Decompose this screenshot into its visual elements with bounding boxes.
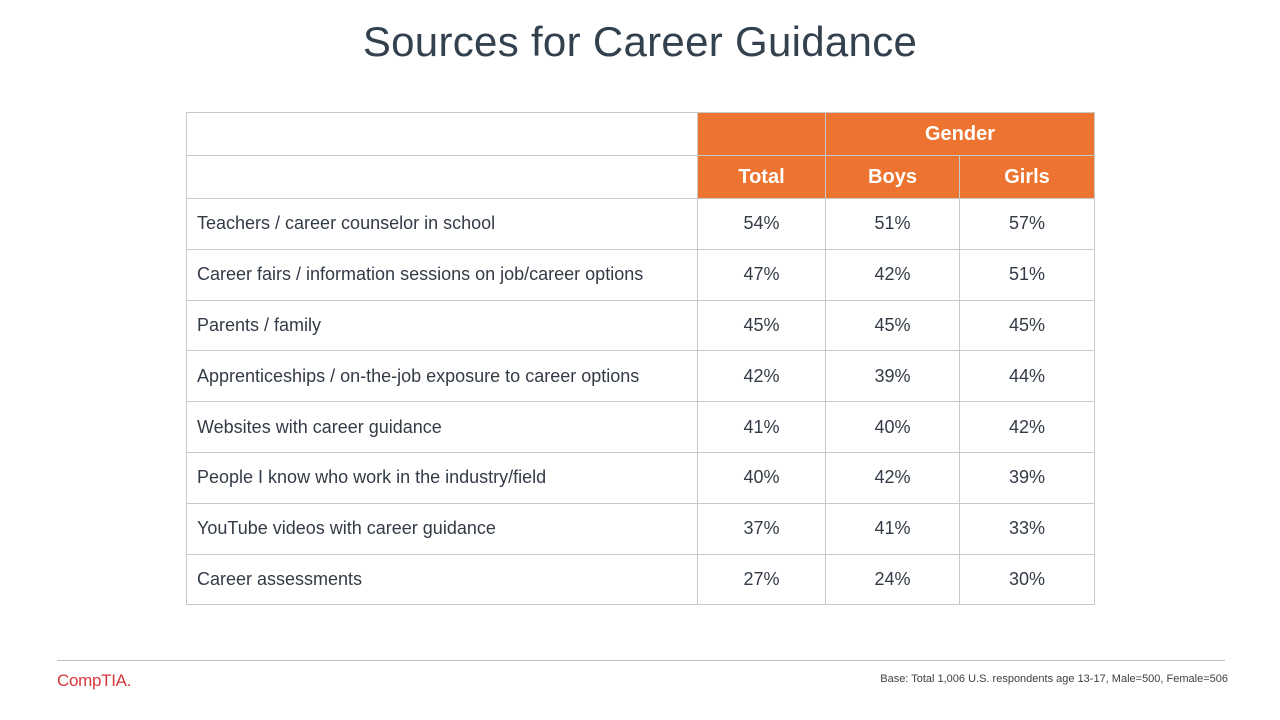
value-girls: 57% xyxy=(959,198,1095,250)
value-total: 54% xyxy=(697,198,826,250)
value-girls: 42% xyxy=(959,401,1095,453)
footer-divider xyxy=(57,660,1225,661)
value-boys: 40% xyxy=(825,401,960,453)
gender-group-header: Gender xyxy=(825,112,1095,156)
value-boys: 41% xyxy=(825,502,960,555)
value-girls: 44% xyxy=(959,350,1095,403)
table-body: Teachers / career counselor in school 54%… xyxy=(186,198,1095,606)
row-label: People I know who work in the industry/f… xyxy=(186,451,698,504)
value-girls: 30% xyxy=(959,553,1095,606)
career-guidance-table: Gender Total Boys Girls Teachers / caree… xyxy=(186,112,1095,606)
value-girls: 33% xyxy=(959,502,1095,555)
comptia-logo: CompTIA. xyxy=(57,671,132,690)
row-label: Apprenticeships / on-the-job exposure to… xyxy=(186,350,698,403)
value-boys: 24% xyxy=(825,553,960,606)
row-label: Websites with career guidance xyxy=(186,401,698,453)
value-total: 40% xyxy=(697,451,826,504)
row-label: Career fairs / information sessions on j… xyxy=(186,248,698,301)
value-boys: 42% xyxy=(825,451,960,504)
page-title: Sources for Career Guidance xyxy=(362,18,918,65)
table-row: Career fairs / information sessions on j… xyxy=(186,248,1095,301)
header-blank-orange-cell xyxy=(697,112,826,156)
value-boys: 42% xyxy=(825,248,960,301)
column-header-girls: Girls xyxy=(959,155,1095,199)
base-note: Base: Total 1,006 U.S. respondents age 1… xyxy=(880,673,1228,685)
column-header-boys: Boys xyxy=(825,155,960,199)
header-row-group: Gender xyxy=(186,112,1095,156)
row-label: Career assessments xyxy=(186,553,698,606)
header-row-columns: Total Boys Girls xyxy=(186,155,1095,199)
header-blank-cell xyxy=(186,112,698,156)
table-row: Parents / family 45% 45% 45% xyxy=(186,299,1095,352)
value-total: 37% xyxy=(697,502,826,555)
value-total: 47% xyxy=(697,248,826,301)
table-row: Teachers / career counselor in school 54%… xyxy=(186,198,1095,250)
value-total: 27% xyxy=(697,553,826,606)
value-girls: 45% xyxy=(959,299,1095,352)
table-row: Career assessments 27% 24% 30% xyxy=(186,553,1095,606)
value-total: 41% xyxy=(697,401,826,453)
value-girls: 51% xyxy=(959,248,1095,301)
table-row: People I know who work in the industry/f… xyxy=(186,451,1095,504)
value-total: 45% xyxy=(697,299,826,352)
table-row: Websites with career guidance 41% 40% 42% xyxy=(186,401,1095,453)
row-label: YouTube videos with career guidance xyxy=(186,502,698,555)
value-boys: 45% xyxy=(825,299,960,352)
column-header-total: Total xyxy=(697,155,826,199)
row-label: Parents / family xyxy=(186,299,698,352)
row-label: Teachers / career counselor in school xyxy=(186,198,698,250)
value-girls: 39% xyxy=(959,451,1095,504)
value-boys: 39% xyxy=(825,350,960,403)
header-blank-cell xyxy=(186,155,698,199)
table-row: YouTube videos with career guidance 37% 41… xyxy=(186,502,1095,555)
value-boys: 51% xyxy=(825,198,960,250)
value-total: 42% xyxy=(697,350,826,403)
table-row: Apprenticeships / on-the-job exposure to… xyxy=(186,350,1095,403)
